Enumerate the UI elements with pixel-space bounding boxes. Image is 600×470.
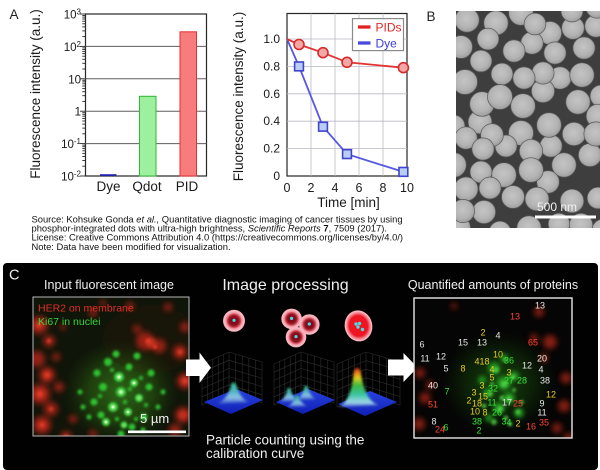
svg-text:Note: Data have been modified: Note: Data have been modified for visual… (32, 241, 231, 252)
svg-text:Ki67 in nuclei: Ki67 in nuclei (38, 316, 100, 328)
svg-text:License: Creative Commons Attr: License: Creative Commons Attribution 4.… (32, 232, 404, 243)
svg-text:HER2 on membrane: HER2 on membrane (38, 303, 134, 315)
svg-text:11: 11 (487, 398, 496, 408)
svg-text:0.2: 0.2 (263, 142, 280, 156)
svg-text:Dye: Dye (96, 179, 120, 194)
svg-text:11: 11 (420, 354, 429, 364)
svg-text:7: 7 (444, 387, 449, 397)
svg-text:51: 51 (428, 400, 438, 410)
svg-text:20: 20 (537, 354, 547, 364)
svg-text:0.6: 0.6 (263, 87, 280, 101)
svg-text:27: 27 (504, 376, 514, 386)
svg-text:500 nm: 500 nm (537, 200, 577, 214)
svg-text:15: 15 (478, 392, 488, 402)
svg-text:0: 0 (273, 169, 280, 183)
svg-text:3: 3 (506, 368, 511, 378)
svg-text:36: 36 (504, 356, 514, 366)
svg-text:3: 3 (471, 388, 476, 398)
svg-text:8: 8 (380, 181, 387, 195)
svg-text:PIDs: PIDs (376, 20, 402, 34)
svg-text:8: 8 (460, 364, 465, 374)
svg-text:13: 13 (510, 312, 520, 322)
svg-text:3: 3 (501, 417, 506, 427)
svg-text:26: 26 (492, 408, 502, 418)
svg-text:16: 16 (526, 422, 536, 432)
svg-text:3: 3 (479, 381, 484, 391)
svg-text:65: 65 (528, 338, 538, 348)
svg-text:Fluorescence intensity (a.u.): Fluorescence intensity (a.u.) (28, 9, 43, 179)
svg-text:12: 12 (522, 361, 532, 371)
svg-text:4: 4 (495, 331, 500, 341)
svg-text:9: 9 (539, 399, 544, 409)
svg-text:4: 4 (332, 181, 339, 195)
svg-text:35: 35 (539, 418, 549, 428)
svg-text:18: 18 (472, 399, 482, 409)
svg-text:10: 10 (400, 181, 414, 195)
svg-text:4: 4 (538, 365, 543, 375)
svg-text:418: 418 (474, 357, 489, 367)
svg-text:24: 24 (435, 425, 445, 435)
svg-text:6: 6 (443, 423, 448, 433)
svg-text:Qdot: Qdot (132, 179, 162, 194)
svg-text:2: 2 (515, 419, 520, 429)
svg-text:0: 0 (284, 181, 291, 195)
svg-text:Quantified amounts of proteins: Quantified amounts of proteins (408, 278, 578, 292)
svg-text:2: 2 (476, 426, 481, 436)
svg-text:Particle counting using the: Particle counting using the (206, 433, 364, 448)
svg-text:12: 12 (546, 390, 556, 400)
svg-text:28: 28 (517, 376, 527, 386)
svg-text:0.4: 0.4 (263, 114, 280, 128)
svg-text:4: 4 (489, 365, 494, 375)
svg-text:C: C (9, 268, 19, 284)
svg-text:13: 13 (477, 338, 487, 348)
svg-text:4: 4 (506, 418, 511, 428)
svg-text:5: 5 (489, 373, 494, 383)
svg-text:2: 2 (466, 396, 471, 406)
svg-text:10: 10 (493, 350, 503, 360)
svg-text:12: 12 (436, 352, 446, 362)
svg-text:17: 17 (502, 398, 512, 408)
svg-text:40: 40 (428, 381, 438, 391)
svg-text:5: 5 (443, 364, 448, 374)
svg-text:8: 8 (482, 408, 487, 418)
svg-text:2: 2 (308, 181, 315, 195)
svg-text:Dye: Dye (376, 36, 398, 50)
svg-text:6: 6 (419, 340, 424, 350)
svg-text:13: 13 (535, 301, 545, 311)
svg-text:Time [min]: Time [min] (317, 195, 380, 210)
svg-text:15: 15 (458, 338, 468, 348)
svg-text:11: 11 (537, 408, 546, 418)
svg-text:10: 10 (470, 407, 480, 417)
svg-text:A: A (10, 7, 19, 22)
svg-text:32: 32 (488, 384, 498, 394)
svg-text:10: 10 (68, 74, 81, 86)
svg-text:1.0: 1.0 (263, 32, 280, 46)
svg-text:1: 1 (75, 107, 81, 119)
svg-text:2: 2 (480, 328, 485, 338)
svg-text:0.8: 0.8 (263, 59, 280, 73)
svg-text:Input fluorescent image: Input fluorescent image (44, 278, 174, 292)
svg-text:38: 38 (472, 417, 482, 427)
svg-text:25: 25 (513, 399, 523, 409)
svg-text:Image processing: Image processing (222, 277, 348, 294)
svg-text:5 µm: 5 µm (140, 411, 169, 426)
svg-text:38: 38 (540, 376, 550, 386)
svg-text:PID: PID (176, 179, 199, 194)
svg-text:8: 8 (431, 417, 436, 427)
svg-text:B: B (427, 9, 436, 24)
svg-text:calibration curve: calibration curve (206, 446, 304, 461)
svg-text:phosphor-integrated dots with: phosphor-integrated dots with ultra-high… (32, 223, 387, 234)
svg-text:Fluorescence intensity (a.u.): Fluorescence intensity (a.u.) (231, 12, 246, 182)
svg-text:6: 6 (356, 181, 363, 195)
svg-text:Source: Kohsuke Gonda et al.,: Source: Kohsuke Gonda et al., Quantitati… (32, 213, 403, 224)
